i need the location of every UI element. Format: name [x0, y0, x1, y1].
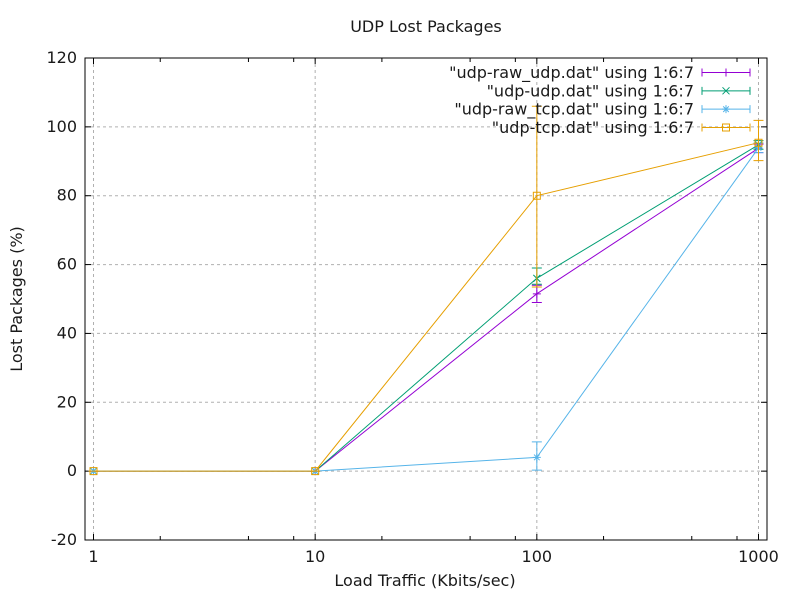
y-tick-label: 120: [46, 48, 77, 67]
error-bar-caps: [531, 441, 542, 471]
plot-border: [84, 57, 768, 541]
asterisk-marker: [722, 105, 730, 114]
legend-label: "udp-tcp.dat" using 1:6:7: [492, 118, 694, 137]
y-tick-label: 100: [46, 117, 77, 136]
plus-marker: [532, 289, 541, 298]
y-axis-label: Lost Packages (%): [7, 226, 26, 372]
legend-sample: [701, 86, 751, 95]
series-line: [93, 144, 759, 472]
series-line: [93, 147, 759, 472]
y-tick-label: 20: [57, 392, 77, 411]
legend-sample: [701, 105, 751, 114]
y-tick-label: 40: [57, 323, 77, 342]
x-axis-label: Load Traffic (Kbits/sec): [334, 571, 515, 590]
legend-entry-4: "udp-tcp.dat" using 1:6:7: [492, 118, 751, 137]
cross-marker: [722, 86, 730, 95]
y-tick-label: 80: [57, 186, 77, 205]
x-tick-label: 10: [305, 547, 325, 566]
square-marker: [532, 191, 541, 200]
y-tick-label: 60: [57, 255, 77, 274]
error-bar: [531, 105, 542, 288]
y-tick-label: -20: [51, 530, 77, 549]
x-tick-label: 100: [522, 547, 553, 566]
error-bar-caps: [753, 119, 764, 162]
error-bar: [753, 119, 764, 162]
legend-label: "udp-raw_udp.dat" using 1:6:7: [449, 63, 694, 83]
error-bar-caps: [531, 105, 542, 288]
series-2: [88, 140, 764, 475]
asterisk-marker: [532, 453, 541, 462]
legend: "udp-raw_udp.dat" using 1:6:7"udp-udp.da…: [449, 63, 751, 137]
series-line: [93, 142, 759, 472]
legend-sample: [701, 68, 751, 77]
chart-title: UDP Lost Packages: [350, 17, 502, 36]
series-1: [88, 143, 764, 476]
series-3: [88, 142, 764, 476]
series-line: [93, 147, 759, 472]
x-tick-label: 1000: [738, 547, 779, 566]
y-tick-label: 0: [67, 461, 77, 480]
square-marker: [89, 467, 98, 476]
legend-sample-line: [701, 123, 751, 132]
legend-entry-3: "udp-raw_tcp.dat" using 1:6:7: [454, 100, 751, 120]
series-4: [88, 105, 764, 476]
legend-label: "udp-udp.dat" using 1:6:7: [487, 81, 694, 100]
x-tick-label: 1: [88, 547, 98, 566]
plus-marker: [722, 68, 730, 77]
legend-entry-1: "udp-raw_udp.dat" using 1:6:7: [449, 63, 751, 83]
square-marker: [754, 138, 763, 147]
legend-sample: [701, 123, 751, 132]
square-marker: [722, 123, 730, 132]
legend-label: "udp-raw_tcp.dat" using 1:6:7: [454, 100, 694, 120]
legend-entry-2: "udp-udp.dat" using 1:6:7: [487, 81, 751, 100]
square-marker: [311, 467, 320, 476]
